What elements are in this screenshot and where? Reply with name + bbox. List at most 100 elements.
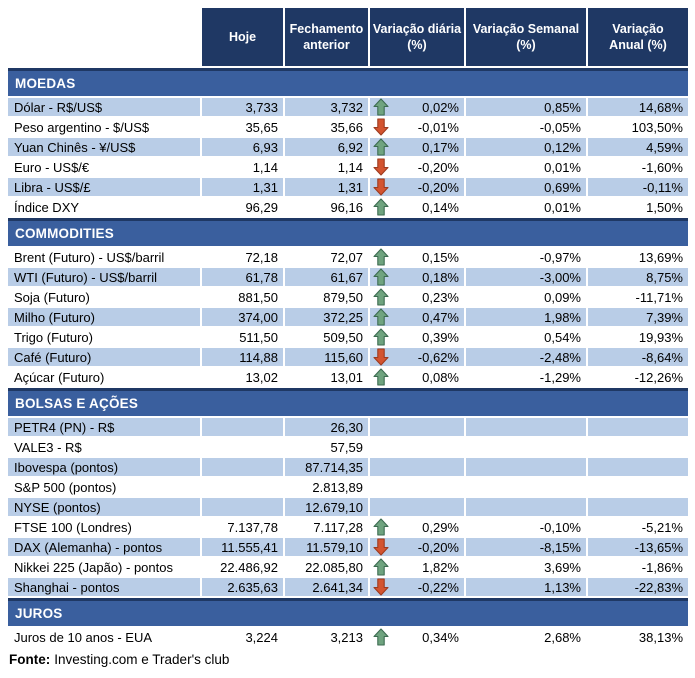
cell-variacao-anual [588,458,688,476]
variacao-diaria-value: 0,15% [422,249,459,265]
table-row: Nikkei 225 (Japão) - pontos 22.486,92 22… [8,558,688,576]
cell-variacao-semanal: 0,54% [466,328,586,346]
table-row: VALE3 - R$ 57,59 [8,438,688,456]
cell-variacao-semanal [466,438,586,456]
cell-variacao-anual: 1,50% [588,198,688,216]
cell-variacao-semanal: 0,09% [466,288,586,306]
cell-variacao-diaria: 0,18% [370,268,464,286]
row-label: Soja (Futuro) [8,288,200,306]
table-row: Peso argentino - $/US$ 35,65 35,66 -0,01… [8,118,688,136]
up-arrow-icon [373,248,389,266]
up-arrow-icon [373,288,389,306]
cell-fechamento-anterior: 87.714,35 [285,458,368,476]
cell-variacao-semanal: 1,98% [466,308,586,326]
row-label: Índice DXY [8,198,200,216]
cell-hoje: 1,14 [202,158,283,176]
cell-variacao-semanal: -3,00% [466,268,586,286]
variacao-diaria-value: 0,47% [422,309,459,325]
row-label: DAX (Alemanha) - pontos [8,538,200,556]
cell-variacao-anual: 103,50% [588,118,688,136]
variacao-diaria-value: -0,20% [417,539,459,555]
table-row: Juros de 10 anos - EUA 3,224 3,213 0,34%… [8,628,688,646]
cell-variacao-diaria [370,478,464,496]
cell-variacao-semanal [466,458,586,476]
variacao-diaria-value: -0,01% [417,119,459,135]
row-label: Euro - US$/€ [8,158,200,176]
table-row: WTI (Futuro) - US$/barril 61,78 61,67 0,… [8,268,688,286]
table-row: Milho (Futuro) 374,00 372,25 0,47% 1,98%… [8,308,688,326]
cell-variacao-anual [588,498,688,516]
row-label: VALE3 - R$ [8,438,200,456]
table-row: Euro - US$/€ 1,14 1,14 -0,20% 0,01% -1,6… [8,158,688,176]
cell-variacao-anual [588,418,688,436]
up-arrow-icon [373,328,389,346]
cell-hoje: 61,78 [202,268,283,286]
cell-fechamento-anterior: 115,60 [285,348,368,366]
cell-variacao-semanal [466,478,586,496]
row-label: Milho (Futuro) [8,308,200,326]
section-title: COMMODITIES [15,226,114,241]
cell-fechamento-anterior: 3,213 [285,628,368,646]
cell-variacao-diaria: -0,01% [370,118,464,136]
row-label: Juros de 10 anos - EUA [8,628,200,646]
cell-fechamento-anterior: 22.085,80 [285,558,368,576]
cell-hoje: 6,93 [202,138,283,156]
row-label: Peso argentino - $/US$ [8,118,200,136]
row-label: Yuan Chinês - ¥/US$ [8,138,200,156]
row-label: Brent (Futuro) - US$/barril [8,248,200,266]
variacao-diaria-value: 0,17% [422,139,459,155]
cell-fechamento-anterior: 11.579,10 [285,538,368,556]
cell-variacao-anual: -12,26% [588,368,688,386]
row-label: NYSE (pontos) [8,498,200,516]
row-label: Dólar - R$/US$ [8,98,200,116]
column-header-variacao-diaria: Variação diária (%) [370,8,464,66]
cell-variacao-diaria: 0,29% [370,518,464,536]
row-label: Libra - US$/£ [8,178,200,196]
table-row: Índice DXY 96,29 96,16 0,14% 0,01% 1,50% [8,198,688,216]
cell-hoje: 96,29 [202,198,283,216]
table-row: NYSE (pontos) 12.679,10 [8,498,688,516]
cell-fechamento-anterior: 61,67 [285,268,368,286]
variacao-diaria-value: 0,08% [422,369,459,385]
cell-fechamento-anterior: 6,92 [285,138,368,156]
cell-variacao-semanal: -0,05% [466,118,586,136]
cell-hoje: 374,00 [202,308,283,326]
cell-fechamento-anterior: 35,66 [285,118,368,136]
variacao-diaria-value: -0,62% [417,349,459,365]
table-row: Soja (Futuro) 881,50 879,50 0,23% 0,09% … [8,288,688,306]
cell-variacao-diaria: 0,17% [370,138,464,156]
cell-variacao-anual: 8,75% [588,268,688,286]
cell-fechamento-anterior: 72,07 [285,248,368,266]
cell-fechamento-anterior: 372,25 [285,308,368,326]
cell-fechamento-anterior: 96,16 [285,198,368,216]
variacao-diaria-value: 0,18% [422,269,459,285]
cell-hoje [202,458,283,476]
cell-hoje [202,478,283,496]
cell-variacao-semanal: 2,68% [466,628,586,646]
cell-variacao-anual: 38,13% [588,628,688,646]
down-arrow-icon [373,578,389,596]
cell-variacao-diaria: 0,15% [370,248,464,266]
cell-variacao-anual: 19,93% [588,328,688,346]
header-spacer [8,8,200,66]
row-label: Nikkei 225 (Japão) - pontos [8,558,200,576]
variacao-diaria-value: 0,23% [422,289,459,305]
cell-variacao-semanal: 1,13% [466,578,586,596]
cell-variacao-anual: -8,64% [588,348,688,366]
table-row: Trigo (Futuro) 511,50 509,50 0,39% 0,54%… [8,328,688,346]
cell-fechamento-anterior: 509,50 [285,328,368,346]
table-row: Shanghai - pontos 2.635,63 2.641,34 -0,2… [8,578,688,596]
cell-variacao-semanal: 0,85% [466,98,586,116]
table-body: MOEDAS Dólar - R$/US$ 3,733 3,732 0,02% … [8,68,695,646]
row-label: FTSE 100 (Londres) [8,518,200,536]
cell-variacao-diaria: 0,08% [370,368,464,386]
cell-variacao-diaria: 0,23% [370,288,464,306]
table-row: FTSE 100 (Londres) 7.137,78 7.117,28 0,2… [8,518,688,536]
cell-hoje: 11.555,41 [202,538,283,556]
cell-hoje: 3,224 [202,628,283,646]
cell-hoje: 881,50 [202,288,283,306]
source-line: Fonte: Investing.com e Trader's club [8,652,695,667]
variacao-diaria-value: 0,14% [422,199,459,215]
column-header-variacao-semanal: Variação Semanal (%) [466,8,586,66]
cell-variacao-diaria: 0,34% [370,628,464,646]
